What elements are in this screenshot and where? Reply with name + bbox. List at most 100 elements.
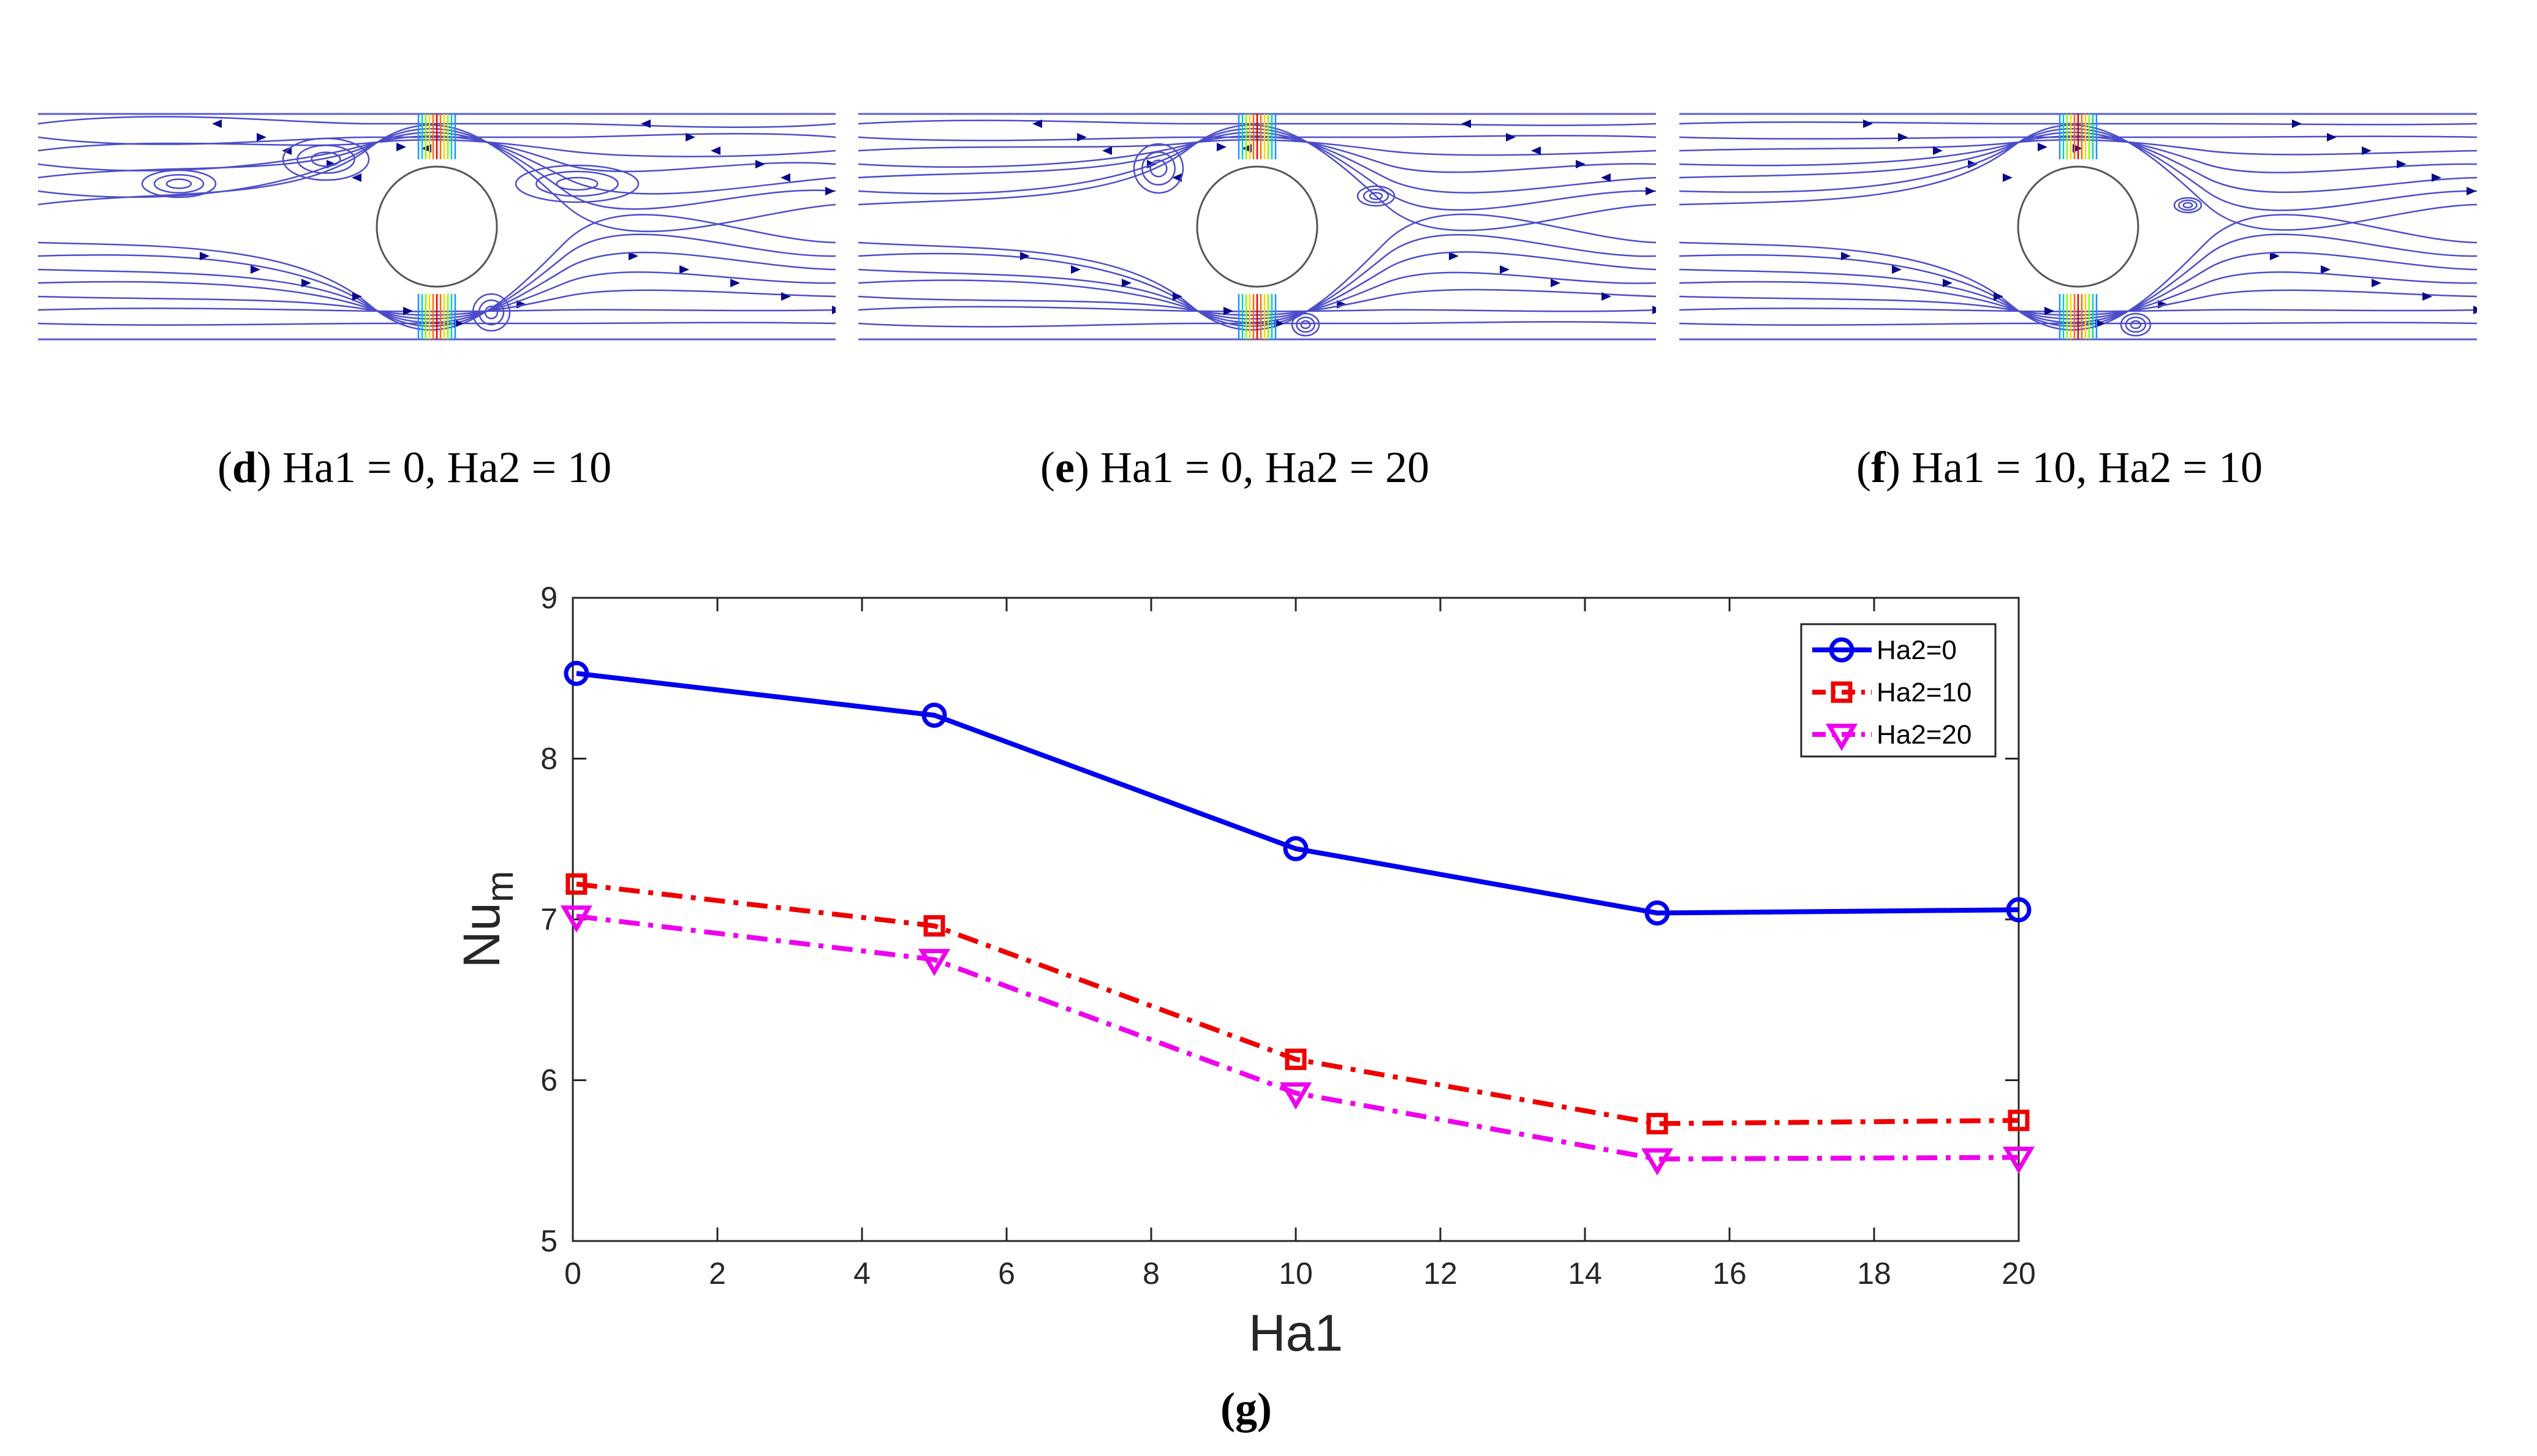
caption-d: (d) Ha1 = 0, Ha2 = 10 (217, 443, 612, 492)
flow-arrow (1576, 160, 1586, 168)
streamline-panel-d (38, 110, 836, 343)
legend-box (1800, 623, 1997, 758)
flow-arrow (200, 252, 210, 260)
flow-arrow (2473, 306, 2477, 314)
data-point-ha2-0 (2006, 897, 2032, 922)
flow-arrow (711, 146, 720, 155)
eddy-contour (153, 174, 205, 194)
caption-g-letter: g (1234, 1384, 1257, 1433)
caption-f-letter: f (1870, 443, 1886, 492)
streamline (1679, 127, 2477, 211)
y-axis-label-sub: m (479, 870, 521, 902)
flow-arrow (2270, 252, 2280, 260)
streamline-figure-e (858, 113, 1656, 341)
series-ha2-20 (560, 905, 2035, 1176)
streamline (858, 132, 1656, 194)
eddy-contour (515, 164, 640, 203)
series-line-ha2-10 (576, 881, 2019, 1126)
flow-arrow (1223, 306, 1233, 315)
data-point-ha2-10 (1646, 1112, 1668, 1134)
flow-arrow (825, 187, 835, 195)
flow-arrow (1933, 146, 1943, 155)
streamline (858, 119, 1656, 126)
eddy-contour (141, 169, 217, 198)
flow-arrow (352, 292, 362, 301)
streamline (1679, 289, 2477, 316)
flow-arrow (2095, 319, 2105, 328)
flow-arrow (1994, 292, 2003, 301)
y-tick-label: 7 (540, 902, 558, 937)
eddy-contour (1300, 320, 1311, 330)
cylinder (1196, 165, 1318, 288)
streamline (858, 127, 1656, 211)
flow-arrow (2003, 173, 2013, 182)
flow-arrow (1122, 279, 1132, 287)
flow-arrow (1500, 265, 1510, 274)
streamline-figure-f (1679, 113, 2477, 341)
flow-arrow (1652, 306, 1656, 314)
streamline (38, 116, 836, 129)
eddy-contour (556, 176, 599, 191)
flow-arrow (1898, 133, 1908, 141)
flow-arrow (212, 119, 222, 128)
streamline (858, 306, 1656, 312)
flow-arrow (755, 160, 765, 168)
data-point-ha2-20 (918, 949, 951, 976)
data-point-ha2-20 (1641, 1148, 1674, 1176)
series-line-ha2-0 (576, 671, 2019, 916)
flow-arrow (1841, 252, 1851, 260)
flow-arrow (2327, 133, 2337, 141)
flow-arrow (686, 133, 695, 141)
flow-arrow (301, 279, 311, 287)
flow-arrow (1032, 119, 1042, 128)
data-point-ha2-20 (560, 905, 593, 933)
flow-arrow (403, 306, 413, 315)
streamline (38, 307, 836, 312)
streamline (1679, 121, 2477, 126)
eddy-contour (1133, 143, 1184, 194)
data-point-ha2-10 (923, 915, 945, 937)
x-tick-label: 20 (2002, 1256, 2036, 1291)
streamline-panel-f (1679, 110, 2477, 343)
caption-e: (e) Ha1 = 0, Ha2 = 20 (1040, 443, 1430, 492)
streamline (858, 124, 1656, 232)
flow-arrow (2321, 265, 2331, 274)
flow-arrow (2362, 146, 2372, 155)
flow-arrow (2044, 306, 2054, 315)
flow-arrow (1943, 279, 1953, 287)
cylinder (2017, 165, 2139, 288)
streamline (1679, 138, 2477, 156)
flow-arrow (641, 119, 651, 128)
streamline (38, 233, 836, 327)
flow-arrow (1863, 119, 1873, 128)
eddy-contour (484, 305, 499, 320)
eddy-contour (2130, 320, 2142, 330)
flow-arrow (257, 133, 267, 141)
flow-arrow (2038, 143, 2047, 151)
data-point-ha2-0 (1644, 900, 1670, 926)
eddy-contour (2120, 312, 2152, 337)
flow-arrow (1274, 319, 1284, 328)
flow-arrow (2372, 279, 2381, 287)
streamline (858, 138, 1656, 156)
flow-arrow (1506, 133, 1516, 141)
legend-marker-ha2-20 (1825, 723, 1858, 751)
data-point-ha2-20 (2002, 1147, 2035, 1174)
caption-f-label: Ha1 = 10, Ha2 = 10 (1900, 443, 2263, 492)
plot-area (572, 597, 2020, 1242)
eddy-contour (1356, 185, 1396, 207)
series-ha2-0 (564, 660, 2032, 926)
y-tick-label: 8 (540, 742, 558, 776)
caption-e-label: Ha1 = 0, Ha2 = 20 (1089, 443, 1430, 492)
eddy-contour (1369, 192, 1383, 200)
streamline (38, 132, 836, 195)
streamline (1679, 233, 2477, 327)
streamline-panel-e (858, 110, 1656, 343)
eddy-contour (297, 145, 355, 174)
flow-arrow (2467, 187, 2476, 195)
eddy-contour (1141, 151, 1176, 186)
streamline (858, 135, 1656, 173)
flow-arrow (251, 265, 260, 274)
flow-arrow (1892, 265, 1902, 274)
eddy-contour (1149, 159, 1168, 178)
